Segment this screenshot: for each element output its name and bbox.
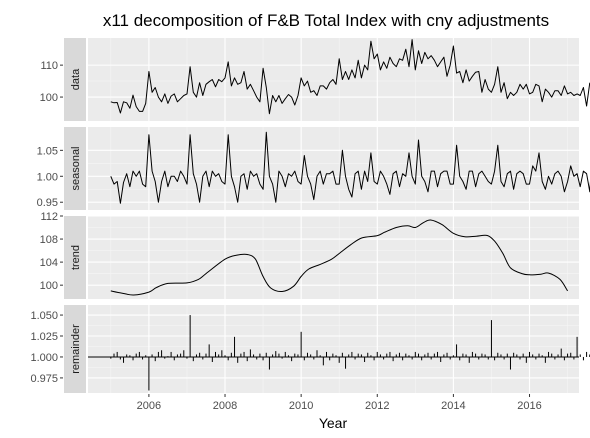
series-line-data	[110, 39, 590, 115]
panel-background	[88, 305, 579, 393]
panel-data: data 100 110	[40, 38, 590, 121]
series-line-trend	[110, 219, 569, 296]
panel-trend: trend 100 104 108 112	[40, 211, 579, 299]
panel-strip-label: remainder	[70, 324, 82, 374]
panel-strip-label: seasonal	[70, 146, 82, 190]
x-tick-label: 2006	[137, 400, 161, 412]
panel-seasonal: seasonal 0.95 1.00 1.05	[37, 127, 590, 210]
y-tick-label: 104	[40, 257, 58, 269]
x-tick-label: 2008	[213, 400, 237, 412]
panel-background	[88, 127, 579, 210]
y-tick-label: 100	[40, 280, 58, 292]
y-tick-label: 1.05	[37, 145, 58, 157]
series-line-seasonal	[110, 131, 590, 204]
panel-strip	[64, 216, 86, 299]
y-tick-label: 110	[40, 60, 58, 72]
panel-strip	[64, 305, 86, 393]
y-tick-label: 1.025	[30, 331, 58, 343]
chart-title: x11 decomposition of F&B Total Index wit…	[103, 11, 549, 30]
y-tick-label: 112	[40, 211, 58, 223]
panel-strip	[64, 127, 86, 210]
x-tick-label: 2012	[365, 400, 389, 412]
y-tick-label: 100	[40, 92, 58, 104]
x-tick-label: 2016	[517, 400, 541, 412]
panel-strip	[64, 38, 86, 121]
panel-remainder: remainder 0.975 1.000 1.025 1.050	[30, 305, 590, 393]
y-tick-label: 0.975	[30, 373, 58, 385]
x-axis: 2006 2008 2010 2012 2014 2016	[137, 394, 542, 412]
panel-strip-label: data	[70, 68, 82, 90]
y-tick-label: 0.95	[37, 197, 58, 209]
panels-layer: data 100 110 seasonal 0.95 1.00 1.05 trend 100 10…	[30, 38, 590, 393]
panel-background	[88, 38, 579, 121]
x-axis-title: Year	[319, 415, 348, 431]
panel-strip-label: trend	[70, 245, 82, 270]
y-tick-label: 1.000	[30, 352, 58, 364]
y-tick-label: 1.050	[30, 310, 58, 322]
y-tick-label: 108	[40, 234, 58, 246]
y-tick-label: 1.00	[37, 171, 58, 183]
x-tick-label: 2014	[441, 400, 465, 412]
x-tick-label: 2010	[289, 400, 313, 412]
